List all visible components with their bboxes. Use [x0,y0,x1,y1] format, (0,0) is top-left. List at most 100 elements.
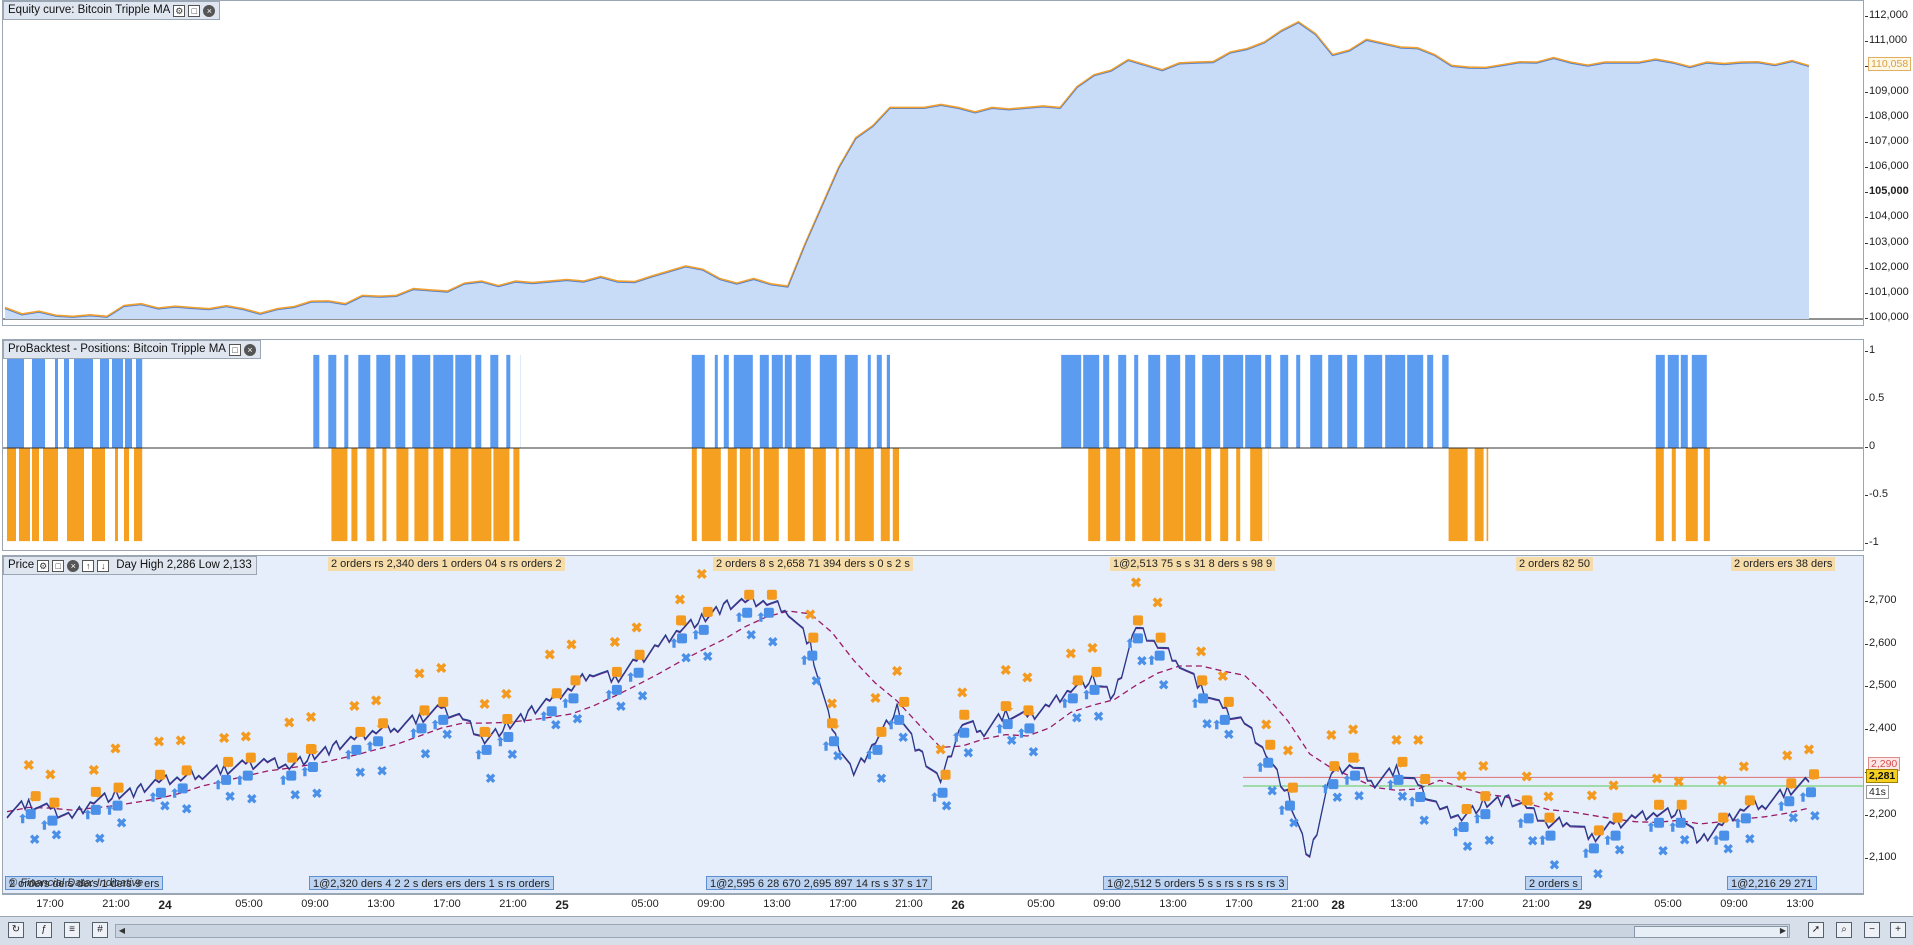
scroll-left-icon[interactable]: ◀ [117,926,127,936]
buy-arrow: ⬆ [213,778,223,792]
close-icon[interactable]: × [67,560,79,572]
buy-marker: ✖ [420,746,431,761]
long-position-bar [1310,355,1322,448]
sell-marker: ✖ [305,709,317,725]
y-tick-mark [1865,543,1868,544]
buy-arrow: ⬆ [864,748,874,762]
sell-marker: ✖ [826,695,838,711]
buy-marker: ✖ [485,771,496,786]
close-icon[interactable]: × [203,5,215,17]
long-position-bar [820,355,837,448]
time-scrollbar[interactable]: ◀ ▶ [115,924,1790,938]
buy-arrow: ⬆ [821,739,831,753]
sell-arrow: ⬇ [1265,739,1275,753]
buy-arrow: ⬆ [930,791,940,805]
order-tag-top[interactable]: 1@2,513 75 s s 31 8 ders s 98 9 [1110,557,1275,571]
order-tag-bottom[interactable]: 2 orders s [1525,876,1582,890]
order-tag-top[interactable]: 2 orders ers 38 ders [1731,557,1835,571]
sell-marker: ✖ [479,696,491,712]
short-position-bar [1088,448,1100,541]
short-position-bar [513,448,519,541]
arrow-up-icon[interactable]: ↑ [82,560,94,572]
wrench-icon[interactable]: ⚙ [37,560,49,572]
time-tick-label: 13:00 [763,898,791,910]
sell-arrow: ⬇ [1157,632,1167,646]
maximize-icon[interactable]: □ [188,5,200,17]
sell-arrow: ⬇ [1287,782,1297,796]
maximize-icon[interactable]: □ [52,560,64,572]
sell-arrow: ⬇ [180,764,190,778]
buy-marker: ✖ [246,792,257,807]
long-position-bar [1296,355,1300,448]
time-tick-label: 13:00 [1786,898,1814,910]
sell-arrow: ⬇ [115,782,125,796]
long-position-bar [74,355,93,448]
buy-marker: ✖ [1267,784,1278,799]
cursor-icon[interactable]: ➚ [1808,922,1824,938]
buy-marker: ✖ [507,747,518,762]
positions-panel-title: ProBacktest - Positions: Bitcoin Tripple… [8,341,226,358]
buy-arrow: ⬆ [1668,821,1678,835]
wrench-icon[interactable]: ⚙ [173,5,185,17]
sell-arrow: ⬇ [1808,768,1818,782]
y-tick-label: 2,700 [1869,594,1897,606]
buy-arrow: ⬆ [1776,799,1786,813]
list-icon[interactable]: ≡ [64,922,80,938]
arrow-down-icon[interactable]: ↓ [97,560,109,572]
buy-marker: ✖ [681,650,692,665]
buy-arrow: ⬆ [39,819,49,833]
scroll-right-icon[interactable]: ▶ [1778,926,1788,936]
sell-arrow: ⬇ [418,704,428,718]
y-tick-mark [1865,601,1868,602]
order-tag-bottom[interactable]: 1@2,595 6 28 670 2,695 897 14 rs s 37 s … [706,876,932,890]
short-position-bar [692,448,697,541]
refresh-icon[interactable]: ↻ [8,922,24,938]
sell-arrow: ⬇ [636,649,646,663]
time-tick-label: 05:00 [631,898,659,910]
order-tag-top[interactable]: 2 orders 8 s 2,658 71 394 ders s 0 s 2 s [713,557,913,571]
order-tag-bottom[interactable]: 1@2,216 29 271 [1727,876,1817,890]
sell-arrow: ⬇ [440,696,450,710]
buy-marker: ✖ [1679,833,1690,848]
scroll-thumb[interactable] [1634,926,1788,938]
sell-arrow: ⬇ [831,717,841,731]
indicators-icon[interactable]: ƒ [36,922,52,938]
order-tag-top[interactable]: 2 orders rs 2,340 ders 1 orders 04 s rs … [328,557,565,571]
positions-panel: ProBacktest - Positions: Bitcoin Tripple… [2,339,1864,551]
sell-arrow: ⬇ [679,614,689,628]
long-position-bar [785,355,792,448]
time-tick-label: 13:00 [367,898,395,910]
sell-marker: ✖ [175,732,187,748]
buy-arrow: ⬆ [604,688,614,702]
order-tag-top[interactable]: 2 orders 82 50 [1516,557,1593,571]
zoom-out-icon[interactable]: − [1864,922,1880,938]
sell-arrow: ⬇ [1330,760,1340,774]
y-tick-mark [1865,815,1868,816]
maximize-icon[interactable]: □ [229,344,241,356]
y-tick-label: 103,000 [1869,236,1909,248]
grid-icon[interactable]: # [92,922,108,938]
sell-marker: ✖ [566,636,578,652]
y-tick-label: 0.5 [1869,392,1884,404]
sell-marker: ✖ [435,660,447,676]
sell-marker: ✖ [240,729,252,745]
buy-arrow: ⬆ [1255,761,1265,775]
buy-marker: ✖ [941,799,952,814]
short-position-bar [1704,448,1710,541]
sell-arrow: ⬇ [744,589,754,603]
y-tick-label: 2,200 [1869,808,1897,820]
zoom-area-icon[interactable]: ⌕ [1836,922,1852,938]
y-tick-label: 100,000 [1869,311,1909,323]
long-position-bar [64,355,69,448]
buy-marker: ✖ [29,832,40,847]
close-icon[interactable]: × [244,344,256,356]
sell-arrow: ⬇ [961,709,971,723]
buy-marker: ✖ [767,635,778,650]
zoom-in-icon[interactable]: + [1890,922,1906,938]
short-position-bar [836,448,839,541]
buy-marker: ✖ [702,649,713,664]
order-tag-bottom[interactable]: 1@2,512 5 orders 5 s s rs s rs s rs 3 [1103,876,1288,890]
order-tag-bottom[interactable]: 1@2,320 ders 4 2 2 s ders ers ders 1 s r… [309,876,554,890]
sell-arrow: ⬇ [1678,799,1688,813]
